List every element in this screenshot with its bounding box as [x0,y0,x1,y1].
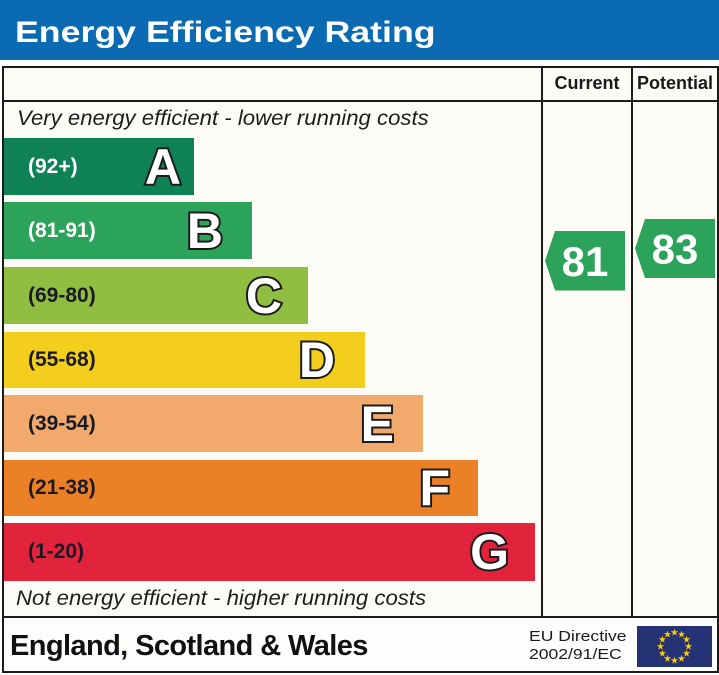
svg-text:83: 83 [652,226,699,273]
svg-text:81: 81 [562,238,609,285]
